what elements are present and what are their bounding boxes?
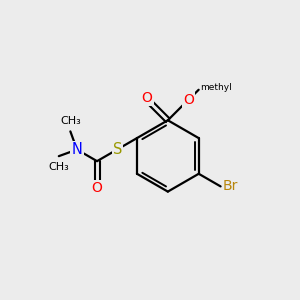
Text: N: N [71,142,82,157]
Text: Br: Br [223,179,239,194]
Text: O: O [142,91,152,105]
Text: O: O [92,182,103,196]
Text: CH₃: CH₃ [48,161,69,172]
Text: CH₃: CH₃ [60,116,81,126]
Text: S: S [113,142,122,157]
Text: O: O [183,93,194,106]
Text: methyl: methyl [200,83,232,92]
